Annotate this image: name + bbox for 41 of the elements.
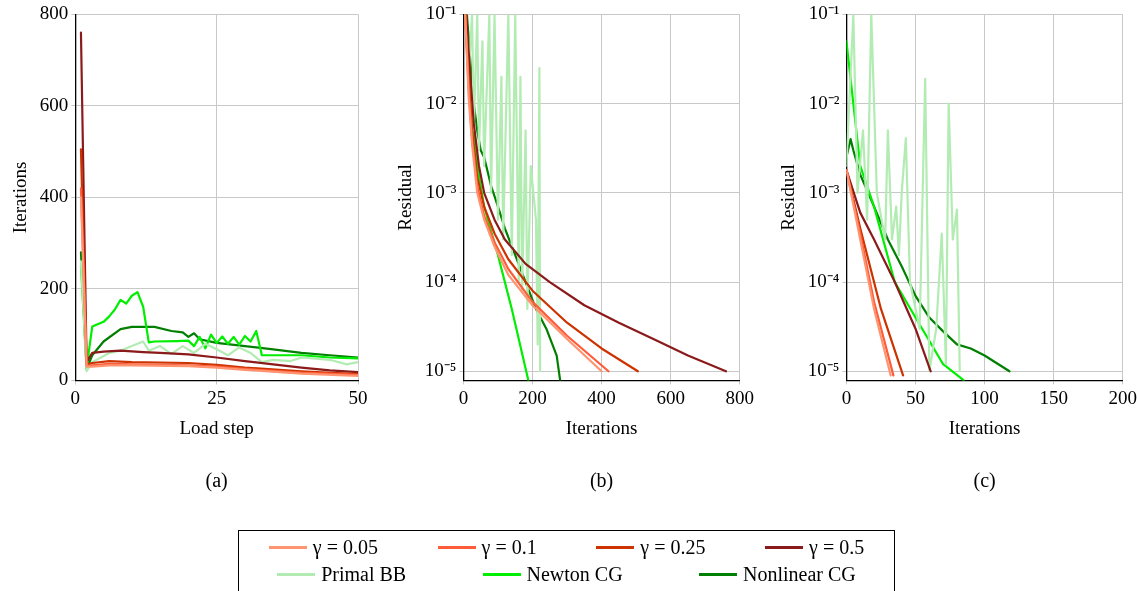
y-axis-title: Residual: [394, 164, 416, 231]
legend-label: Nonlinear CG: [743, 563, 856, 586]
text: (b): [589, 469, 614, 493]
y-tick-label: 10⁻⁵: [424, 359, 457, 381]
y-tick-label: 800: [39, 2, 69, 24]
y-tick-label: 600: [39, 93, 69, 115]
x-axis-title: Iterations: [565, 416, 638, 438]
x-tick-label: 600: [656, 386, 685, 408]
y-tick-label: 200: [39, 276, 69, 298]
y-tick-label: 10⁻⁴: [424, 270, 457, 292]
legend-label: γ = 0.5: [809, 536, 865, 559]
y-tick-label: 10⁻²: [425, 91, 457, 113]
text: (c): [973, 469, 996, 493]
x-tick-label: 150: [1039, 386, 1068, 408]
x-axis-title: Load step: [179, 416, 254, 438]
y-tick-label: 10⁻⁴: [807, 270, 840, 292]
legend-label: Primal BB: [321, 563, 407, 586]
y-tick-label: 10⁻¹: [808, 2, 840, 24]
y-tick-label: 10⁻³: [808, 180, 840, 202]
x-tick-label: 25: [207, 386, 227, 408]
y-tick-label: 10⁻¹: [425, 2, 457, 24]
x-tick-label: 100: [970, 386, 999, 408]
y-tick-label: 10⁻⁵: [807, 359, 840, 381]
x-tick-label: 50: [906, 386, 926, 408]
y-axis-title: Residual: [777, 164, 799, 231]
legend-label: Newton CG: [526, 563, 623, 586]
x-tick-label: 400: [587, 386, 616, 408]
x-axis-title: Iterations: [948, 416, 1021, 438]
y-tick-label: 10⁻³: [425, 180, 457, 202]
y-axis-title: Iterations: [9, 161, 31, 234]
y-tick-label: 400: [39, 185, 69, 207]
x-tick-label: 200: [1108, 386, 1137, 408]
x-tick-label: 800: [725, 386, 754, 408]
legend-label: γ = 0.25: [640, 536, 706, 559]
x-tick-label: 50: [348, 386, 368, 408]
y-tick-label: 0: [58, 368, 69, 390]
y-tick-label: 10⁻²: [808, 91, 840, 113]
x-tick-label: 200: [518, 386, 547, 408]
legend-label: γ = 0.1: [481, 536, 537, 559]
text: (a): [205, 469, 228, 493]
legend-label: γ = 0.05: [312, 536, 378, 559]
